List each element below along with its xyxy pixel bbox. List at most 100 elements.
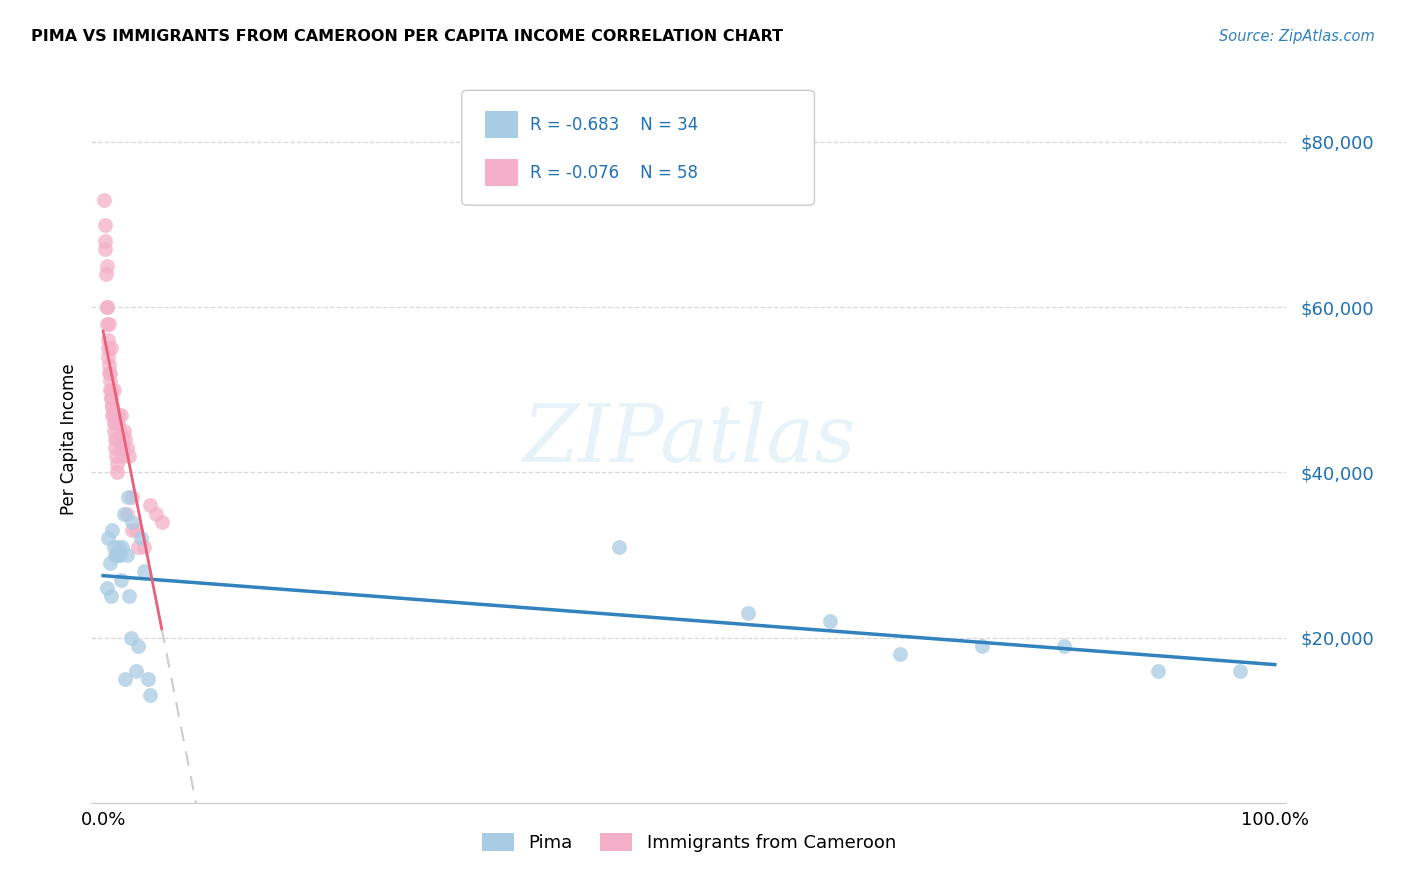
Point (127, 639, 149, 653)
Point (100, 342, 122, 356)
Point (93, 193, 115, 207)
Point (132, 565, 156, 579)
Point (139, 689, 162, 703)
FancyBboxPatch shape (461, 90, 814, 205)
Point (108, 424, 131, 438)
Point (118, 589, 141, 603)
Point (115, 507, 138, 521)
Point (105, 449, 127, 463)
Legend: Pima, Immigrants from Cameroon: Pima, Immigrants from Cameroon (474, 825, 904, 859)
Point (145, 507, 167, 521)
Point (101, 399, 124, 413)
Point (101, 408, 124, 422)
Point (150, 515, 173, 529)
Point (112, 424, 135, 438)
Point (114, 672, 136, 686)
Point (97, 350, 120, 364)
Point (889, 647, 911, 661)
Point (103, 424, 125, 438)
Point (94, 234, 117, 248)
Bar (485, 159, 517, 186)
Point (98, 317, 120, 331)
Point (98, 375, 121, 389)
Point (98, 556, 121, 570)
Point (98, 366, 121, 380)
Point (96, 300, 118, 314)
Point (108, 548, 131, 562)
Y-axis label: Per Capita Income: Per Capita Income (59, 364, 77, 515)
Point (94, 267, 117, 281)
Point (139, 499, 162, 513)
Point (121, 515, 143, 529)
Point (110, 573, 132, 587)
Point (737, 606, 759, 620)
Point (103, 408, 125, 422)
Point (96, 300, 118, 314)
Point (1229, 664, 1251, 678)
Point (118, 449, 141, 463)
Point (105, 457, 128, 471)
Point (98, 358, 120, 372)
Point (103, 383, 125, 397)
Point (111, 449, 134, 463)
Point (100, 383, 122, 397)
Point (100, 589, 122, 603)
Point (103, 416, 125, 430)
Point (101, 399, 124, 413)
Point (100, 391, 122, 405)
Point (125, 523, 148, 537)
Point (818, 614, 841, 628)
Point (98, 383, 121, 397)
Point (125, 664, 148, 678)
Point (97, 342, 120, 356)
Point (136, 672, 159, 686)
Point (115, 441, 138, 455)
Point (127, 540, 149, 554)
Point (115, 548, 138, 562)
Point (94, 218, 117, 232)
Point (104, 432, 127, 446)
Point (121, 523, 143, 537)
Point (1053, 639, 1076, 653)
Point (132, 540, 156, 554)
Point (105, 548, 127, 562)
Point (96, 317, 118, 331)
Point (104, 441, 127, 455)
Point (104, 416, 127, 430)
Point (107, 408, 129, 422)
Text: R = -0.683    N = 34: R = -0.683 N = 34 (530, 116, 699, 134)
Point (97, 532, 120, 546)
Point (100, 391, 122, 405)
Point (101, 408, 124, 422)
Text: PIMA VS IMMIGRANTS FROM CAMEROON PER CAPITA INCOME CORRELATION CHART: PIMA VS IMMIGRANTS FROM CAMEROON PER CAP… (31, 29, 783, 45)
Point (117, 490, 139, 504)
Point (105, 548, 128, 562)
Point (112, 507, 135, 521)
Point (111, 432, 134, 446)
Point (107, 416, 129, 430)
Point (114, 432, 136, 446)
Point (101, 523, 124, 537)
Point (96, 259, 118, 273)
Point (107, 540, 129, 554)
Point (1146, 664, 1168, 678)
Point (970, 639, 993, 653)
Text: ZIPatlas: ZIPatlas (522, 401, 856, 478)
Point (105, 432, 128, 446)
Point (96, 581, 118, 595)
Text: R = -0.076    N = 58: R = -0.076 N = 58 (530, 163, 697, 181)
Point (129, 532, 152, 546)
Point (98, 366, 120, 380)
Bar (485, 111, 517, 138)
Point (120, 631, 142, 645)
Point (97, 333, 120, 347)
Point (94, 242, 117, 256)
Point (104, 548, 127, 562)
Point (110, 408, 132, 422)
Point (112, 441, 135, 455)
Point (105, 466, 128, 480)
Point (108, 441, 131, 455)
Point (103, 540, 125, 554)
Text: Source: ZipAtlas.com: Source: ZipAtlas.com (1219, 29, 1375, 45)
Point (111, 540, 134, 554)
